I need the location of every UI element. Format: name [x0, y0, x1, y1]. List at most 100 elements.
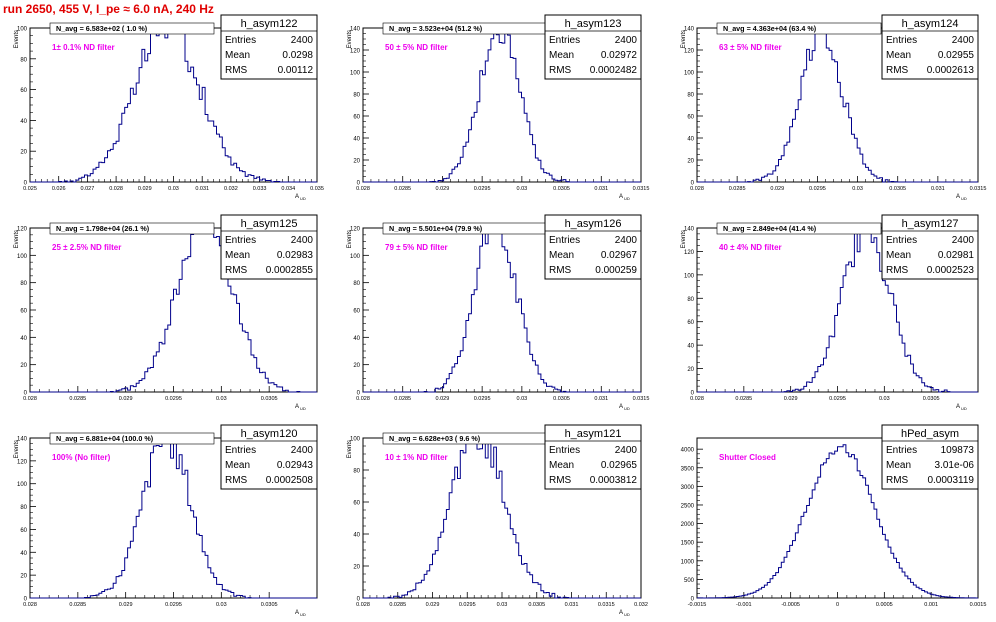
- histogram-name: h_asym127: [902, 218, 959, 230]
- navg-title: N_avg = 1.798e+04 (26.1 %): [56, 224, 150, 233]
- navg-title-box: N_avg = 1.798e+04 (26.1 %): [49, 222, 215, 235]
- y-tick-label: 100: [17, 27, 28, 33]
- y-tick-label: 60: [353, 115, 360, 121]
- stats-label: Mean: [225, 50, 250, 61]
- y-tick-label: 140: [684, 27, 695, 33]
- stats-label: Entries: [549, 235, 580, 246]
- x-tick-label: -0.0005: [781, 602, 800, 608]
- y-axis-title: Events: [347, 30, 353, 48]
- x-tick-label: 0.0285: [69, 396, 86, 402]
- x-tick-label: 0.028: [690, 396, 704, 402]
- y-axis-title: Events: [681, 30, 687, 48]
- filter-annotation: Shutter Closed: [719, 453, 776, 462]
- x-tick-label: 0.0315: [633, 396, 650, 402]
- x-tick-label: 0.03: [216, 396, 227, 402]
- x-tick-label: 0.029: [138, 186, 152, 192]
- stats-frame: [881, 424, 979, 490]
- y-tick-label: 0: [357, 181, 361, 187]
- x-tick-label: 0.0315: [633, 186, 650, 192]
- x-tick-label: 0.03: [852, 186, 863, 192]
- histogram-name: h_asym121: [565, 428, 622, 440]
- stats-value: 0.02972: [601, 50, 638, 61]
- x-tick-label: 0.028: [109, 186, 123, 192]
- x-axis-title: AUD: [295, 610, 306, 617]
- x-tick-label: 0.029: [770, 186, 784, 192]
- stats-label: Entries: [886, 35, 917, 46]
- y-tick-label: 120: [17, 227, 28, 233]
- y-tick-label: 3000: [681, 485, 695, 491]
- y-tick-label: 40: [20, 551, 27, 557]
- histogram-line: [30, 227, 317, 393]
- histogram-line: [697, 227, 978, 393]
- x-tick-label: 0.029: [784, 396, 798, 402]
- stats-value: 0.0002855: [266, 265, 314, 276]
- y-tick-label: 100: [350, 437, 361, 443]
- stats-value: 0.02981: [938, 250, 975, 261]
- histogram-name: h_asym126: [565, 218, 622, 230]
- y-tick-label: 80: [353, 93, 360, 99]
- y-tick-label: 0: [357, 391, 361, 397]
- y-tick-label: 80: [687, 297, 694, 303]
- stats-label: RMS: [886, 475, 909, 486]
- stats-label: RMS: [225, 265, 248, 276]
- filter-annotation: 40 ± 4% ND filter: [719, 243, 782, 252]
- stats-label: RMS: [549, 265, 572, 276]
- y-tick-label: 60: [20, 528, 27, 534]
- y-tick-label: 0: [691, 391, 695, 397]
- x-tick-label: 0.0015: [970, 602, 987, 608]
- y-tick-label: 60: [353, 309, 360, 315]
- y-tick-label: 120: [17, 459, 28, 465]
- navg-title-box: N_avg = 5.501e+04 (79.9 %): [382, 222, 548, 235]
- stats-value: 0.02983: [277, 250, 314, 261]
- x-tick-label: 0.03: [516, 396, 527, 402]
- x-tick-label: 0.0305: [553, 396, 570, 402]
- stats-value: 0.0003119: [927, 475, 974, 486]
- y-tick-label: 20: [687, 367, 694, 373]
- y-axis-title: Events: [681, 230, 687, 248]
- y-tick-label: 2500: [681, 503, 695, 509]
- stats-label: RMS: [225, 475, 248, 486]
- stats-value: 2400: [615, 235, 638, 246]
- y-tick-label: 40: [353, 137, 360, 143]
- y-tick-label: 40: [353, 533, 360, 539]
- y-tick-label: 120: [684, 49, 695, 55]
- y-tick-label: 100: [17, 254, 28, 260]
- histogram-panel-h_asym120: 0 20 40 60 80 100 120 140 0.028 0.0285 0.029 0.0295…: [14, 424, 318, 617]
- navg-title: N_avg = 5.501e+04 (79.9 %): [389, 224, 483, 233]
- stats-label: Mean: [886, 50, 911, 61]
- histogram-panel-h_asym123: 0 20 40 60 80 100 120 140 0.028 0.0285 0.029 0.0295…: [347, 14, 650, 201]
- stats-value: 2400: [952, 235, 975, 246]
- x-tick-label: 0.0315: [970, 186, 987, 192]
- y-tick-label: 100: [684, 273, 695, 279]
- filter-annotation: 100% (No filter): [52, 453, 111, 462]
- stats-value: 0.02967: [601, 250, 638, 261]
- stats-frame: [220, 14, 318, 80]
- y-tick-label: 20: [353, 159, 360, 165]
- y-tick-label: 20: [20, 574, 27, 580]
- y-tick-label: 20: [353, 363, 360, 369]
- navg-title-box: N_avg = 3.523e+04 (51.2 %): [382, 22, 548, 35]
- x-tick-label: -0.001: [736, 602, 752, 608]
- x-tick-label: -0.0015: [688, 602, 707, 608]
- histogram-line: [363, 27, 641, 183]
- y-tick-label: 60: [687, 320, 694, 326]
- histogram-panel-h_asym127: 0 20 40 60 80 100 120 140 0.028 0.0285 0.029 0.0295…: [681, 214, 979, 411]
- y-tick-label: 0: [357, 597, 361, 603]
- stats-value: 0.000259: [595, 265, 637, 276]
- navg-title-frame: [49, 22, 215, 35]
- y-tick-label: 140: [17, 437, 28, 443]
- x-tick-label: 0.0295: [459, 602, 476, 608]
- navg-title-frame: [49, 222, 215, 235]
- stats-value: 0.0298: [282, 50, 313, 61]
- stats-value: 0.02943: [277, 460, 314, 471]
- y-tick-label: 60: [687, 115, 694, 121]
- stats-box: h_asym126 Entries 2400 Mean 0.02967 RMS 0.0002…: [544, 214, 642, 280]
- x-axis-title: AUD: [295, 194, 306, 201]
- filter-annotation: 79 ± 5% ND filter: [385, 243, 448, 252]
- y-tick-label: 40: [20, 336, 27, 342]
- x-tick-label: 0.03: [497, 602, 508, 608]
- y-tick-label: 40: [687, 137, 694, 143]
- x-axis-title: AUD: [619, 404, 630, 411]
- y-tick-label: 140: [350, 27, 361, 33]
- stats-value: 3.01e-06: [935, 460, 975, 471]
